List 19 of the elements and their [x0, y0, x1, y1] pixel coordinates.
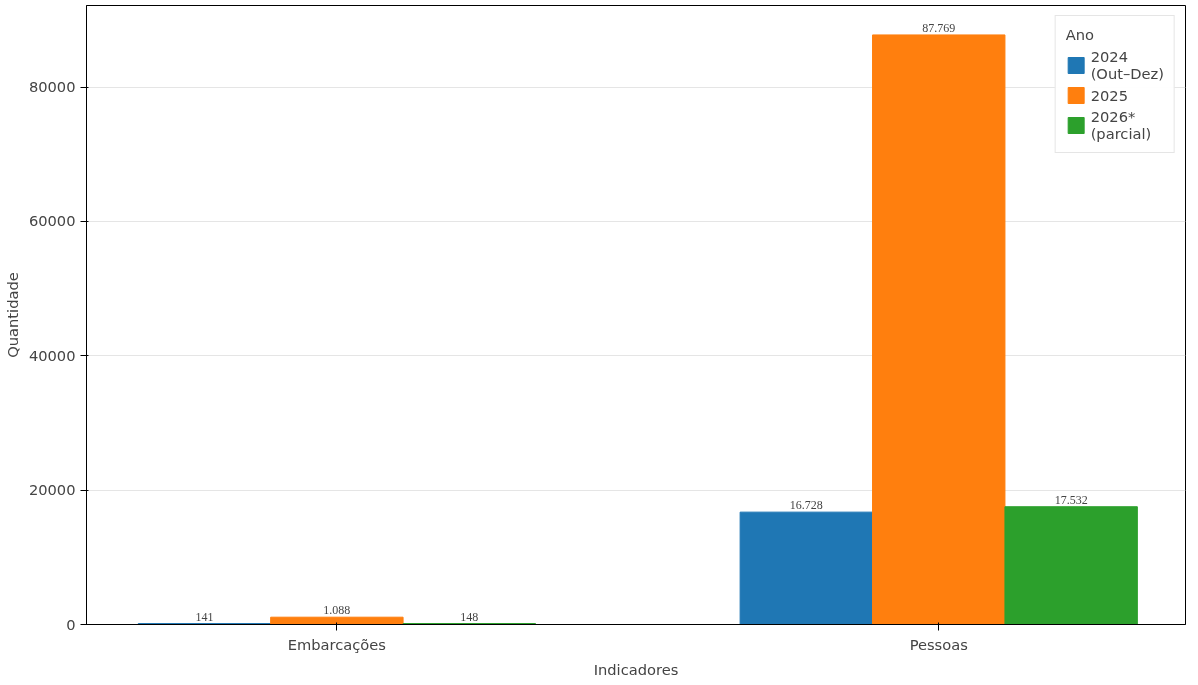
y-axis-title: Quantidade: [3, 272, 21, 358]
y-tick-label: 60000: [28, 212, 76, 230]
x-axis-title: Indicadores: [593, 660, 679, 678]
y-tick-label: 20000: [28, 481, 76, 499]
x-tick-label: Embarcações: [287, 635, 386, 653]
legend-label: 2024 (Out–Dez): [1090, 48, 1164, 82]
data-label: 87.769: [922, 20, 956, 35]
data-label: 16.728: [789, 498, 823, 513]
legend-label: 2026* (parcial): [1090, 108, 1152, 142]
data-label: 17.532: [1054, 492, 1088, 507]
data-label: 141: [195, 609, 214, 624]
data-label: 1.088: [323, 603, 351, 618]
x-tick-label: Pessoas: [909, 635, 968, 653]
y-tick-label: 0: [66, 615, 76, 633]
data-label: 148: [460, 609, 479, 624]
y-tick-label: 40000: [28, 346, 76, 364]
legend-title: Ano: [1065, 26, 1095, 43]
legend-label: 2025: [1090, 86, 1128, 104]
y-tick-label: 80000: [28, 78, 76, 96]
